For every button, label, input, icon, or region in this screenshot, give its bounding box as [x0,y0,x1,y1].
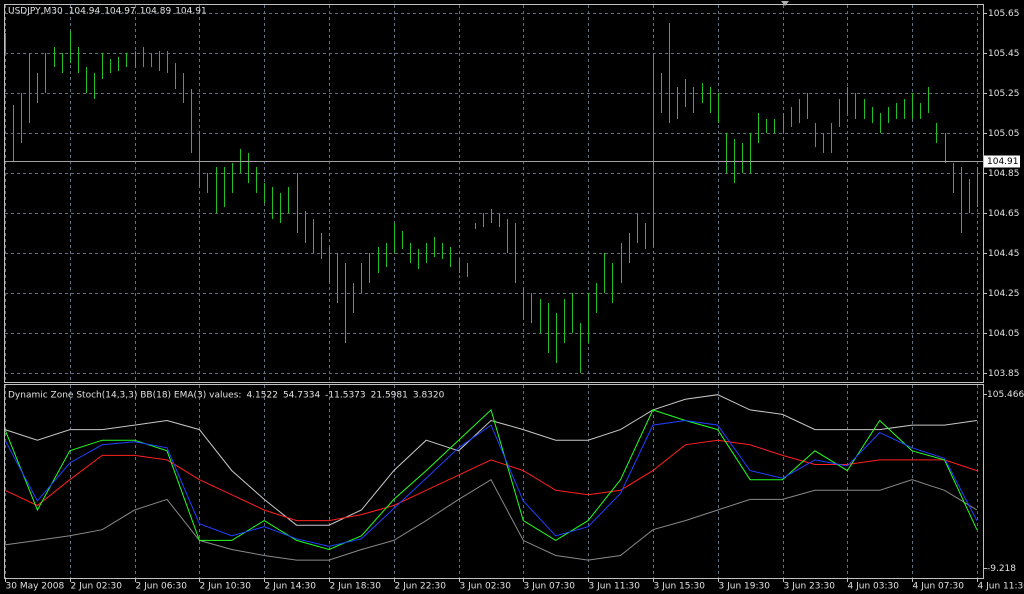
indicator-line [4,408,978,551]
y-tick-label: 105.65 [988,9,1020,19]
x-tick-label: 30 May 2008 [6,582,65,592]
indicator-line [4,478,978,561]
y-tick-label: 105.45 [988,49,1020,59]
indicator-line [4,394,977,526]
indicator-value: 21.5981 [371,391,408,401]
header-value: 104.89 [140,7,172,17]
indicator-value: 3.8320 [413,391,445,401]
chart-shift-marker [781,1,789,6]
y-tick-label: 104.45 [988,249,1020,259]
y-tick-label: 104.05 [988,329,1020,339]
indicator-title: Dynamic Zone Stoch(14,3,3) BB(18) EMA(3)… [8,391,241,401]
indicator-line [4,419,978,547]
price-panel-frame [4,4,984,383]
indicator-value: 4.1522 [246,391,278,401]
indicator-panel-frame [4,384,984,579]
labels-layer: 105.65 105.45 105.25 105.05 104.85 104.65 104.… [5,7,1024,592]
header-value: 104.94 [69,7,101,17]
y-tick-label: 105.25 [988,89,1020,99]
indicator-line [4,439,978,522]
y-tick-label: 105.05 [988,129,1020,139]
x-tick-label: 2 Jun 18:30 [330,582,382,592]
x-tick-label: 3 Jun 23:30 [784,582,836,592]
header-value: 104.91 [175,7,207,17]
x-tick-label: 3 Jun 15:30 [654,582,706,592]
x-tick-label: 2 Jun 06:30 [136,582,188,592]
x-tick-label: 4 Jun 11:30 [978,582,1024,592]
x-tick-label: 3 Jun 07:30 [524,582,576,592]
y-tick-label: 104.25 [988,289,1020,299]
header-value: 104.97 [104,7,136,17]
x-tick-label: 4 Jun 07:30 [913,582,965,592]
x-tick-label: 3 Jun 19:30 [719,582,771,592]
y-tick-label: 104.65 [988,209,1020,219]
x-tick-label: 3 Jun 11:30 [589,582,641,592]
chart-title: USDJPY,M30 [8,7,63,17]
current-price-label: 104.91 [987,157,1019,167]
indicator-value: -11.5373 [325,391,365,401]
x-tick-label: 2 Jun 14:30 [265,582,317,592]
y-tick-label: -9.218 [987,564,1016,574]
y-tick-label: 104.85 [988,169,1020,179]
current-price-box [984,155,1020,168]
indicator-value: 54.7334 [283,391,320,401]
x-tick-label: 2 Jun 10:30 [200,582,252,592]
x-tick-label: 3 Jun 02:30 [460,582,512,592]
marks-layer [4,23,983,561]
y-tick-label: 103.85 [988,369,1020,379]
y-tick-label: 105.4668 [987,390,1024,400]
x-tick-label: 4 Jun 03:30 [848,582,900,592]
x-tick-label: 2 Jun 02:30 [71,582,123,592]
x-tick-label: 2 Jun 22:30 [395,582,447,592]
